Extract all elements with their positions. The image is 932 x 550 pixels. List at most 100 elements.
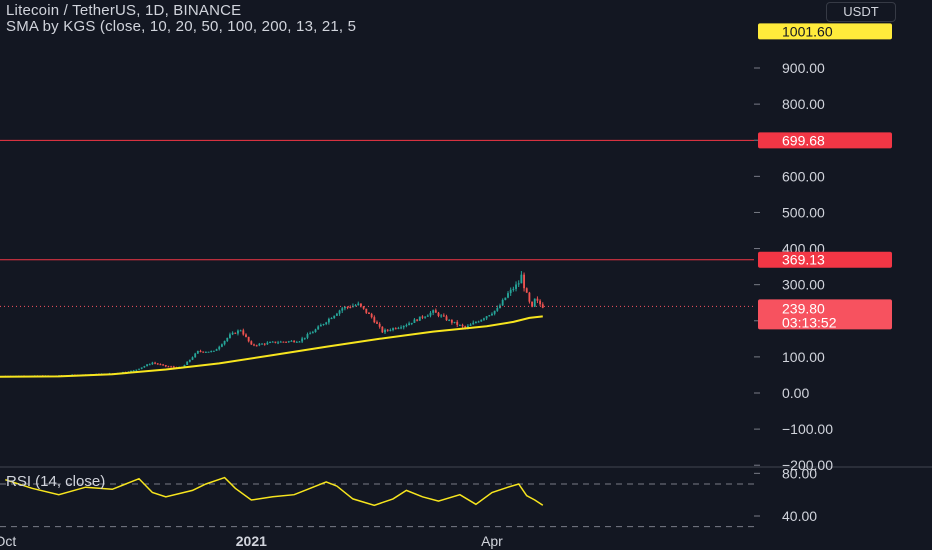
rsi-tick-label: 40.00 (782, 508, 817, 524)
candle-body (539, 300, 542, 305)
candle-body (242, 330, 245, 335)
x-tick-label: Apr (481, 533, 503, 549)
candle-body (218, 346, 221, 350)
candle-body (389, 330, 392, 332)
candle-body (499, 305, 501, 309)
candle-body (474, 322, 477, 324)
currency-button[interactable]: USDT (826, 2, 896, 22)
hline-price-label: 369.13 (782, 252, 825, 268)
candle-body (239, 330, 242, 332)
countdown-label: 03:13:52 (782, 314, 837, 330)
candle-body (461, 324, 464, 327)
candle-body (365, 308, 368, 313)
candle-body (335, 313, 338, 316)
candle-body (311, 332, 314, 334)
candle-body (378, 323, 381, 327)
candle-body (370, 313, 373, 318)
candle-body (130, 370, 132, 372)
last-price-box (758, 299, 892, 330)
candle-body (164, 365, 167, 367)
candle-body (531, 301, 534, 307)
candle-body (199, 350, 202, 352)
candle-body (368, 312, 370, 314)
candle-body (301, 338, 304, 342)
candle-body (376, 322, 378, 324)
indicator-legend[interactable]: SMA by KGS (close, 10, 20, 50, 100, 200,… (6, 18, 357, 35)
y-tick-label: 100.00 (782, 349, 825, 365)
candle-body (196, 350, 199, 354)
candle-body (138, 368, 140, 370)
candle-body (333, 315, 336, 319)
candle-body (188, 359, 191, 362)
candle-body (330, 318, 333, 320)
candle-body (523, 274, 525, 289)
candle-body (472, 322, 475, 325)
candle-body (338, 310, 341, 314)
candle-body (317, 326, 320, 330)
candle-body (191, 357, 194, 360)
sma-price-label: 1001.60 (782, 23, 833, 39)
candle-body (319, 324, 322, 327)
candle-body (432, 310, 435, 313)
sma-price-label-bg (758, 23, 892, 40)
candle-body (408, 323, 411, 326)
candle-body (507, 293, 509, 298)
candle-body (143, 366, 146, 368)
candle-body (413, 319, 416, 323)
candle-body (466, 325, 469, 328)
candle-body (279, 341, 282, 343)
candle-body (426, 315, 429, 317)
candle-body (194, 353, 197, 358)
symbol-title: Litecoin / TetherUS, 1D, BINANCE (6, 2, 242, 19)
candle-body (277, 342, 280, 344)
candle-body (515, 284, 517, 289)
candle-body (271, 341, 274, 343)
candle-body (325, 322, 328, 325)
candle-body (485, 316, 488, 319)
sma-line (0, 315, 543, 378)
candle-body (533, 298, 536, 307)
candle-body (263, 343, 266, 345)
candle-body (172, 366, 175, 368)
candle-body (362, 306, 365, 309)
candle-body (400, 327, 402, 329)
candle-body (231, 332, 234, 335)
candle-body (440, 315, 443, 317)
candle-body (314, 329, 317, 333)
candle-body (402, 325, 405, 328)
candle-body (309, 333, 312, 335)
candle-body (373, 317, 376, 323)
candle-body (480, 319, 483, 322)
candle-body (410, 322, 413, 324)
candle-body (416, 319, 419, 321)
candle-body (306, 334, 309, 338)
candle-body (247, 336, 250, 342)
candle-body (293, 340, 296, 343)
candle-body (148, 364, 151, 366)
candle-body (525, 288, 528, 293)
candle-body (154, 362, 157, 364)
candle-body (437, 312, 440, 316)
y-tick-label: 800.00 (782, 96, 825, 112)
candle-body (442, 315, 445, 317)
candle-body (424, 316, 427, 318)
y-tick-label: 500.00 (782, 204, 825, 220)
candle-body (541, 304, 544, 308)
candle-body (394, 328, 397, 330)
candle-body (504, 297, 507, 300)
candle-body (381, 326, 384, 333)
candle-body (456, 321, 459, 325)
candle-body (491, 313, 493, 316)
candle-body (418, 316, 421, 321)
candle-body (159, 364, 162, 366)
candle-body (322, 324, 325, 326)
candle-body (226, 337, 229, 341)
candle-body (445, 316, 448, 321)
candle-body (202, 351, 205, 353)
candle-body (285, 341, 288, 343)
candle-body (450, 319, 453, 323)
candle-body (132, 370, 135, 372)
candle-body (509, 289, 512, 294)
